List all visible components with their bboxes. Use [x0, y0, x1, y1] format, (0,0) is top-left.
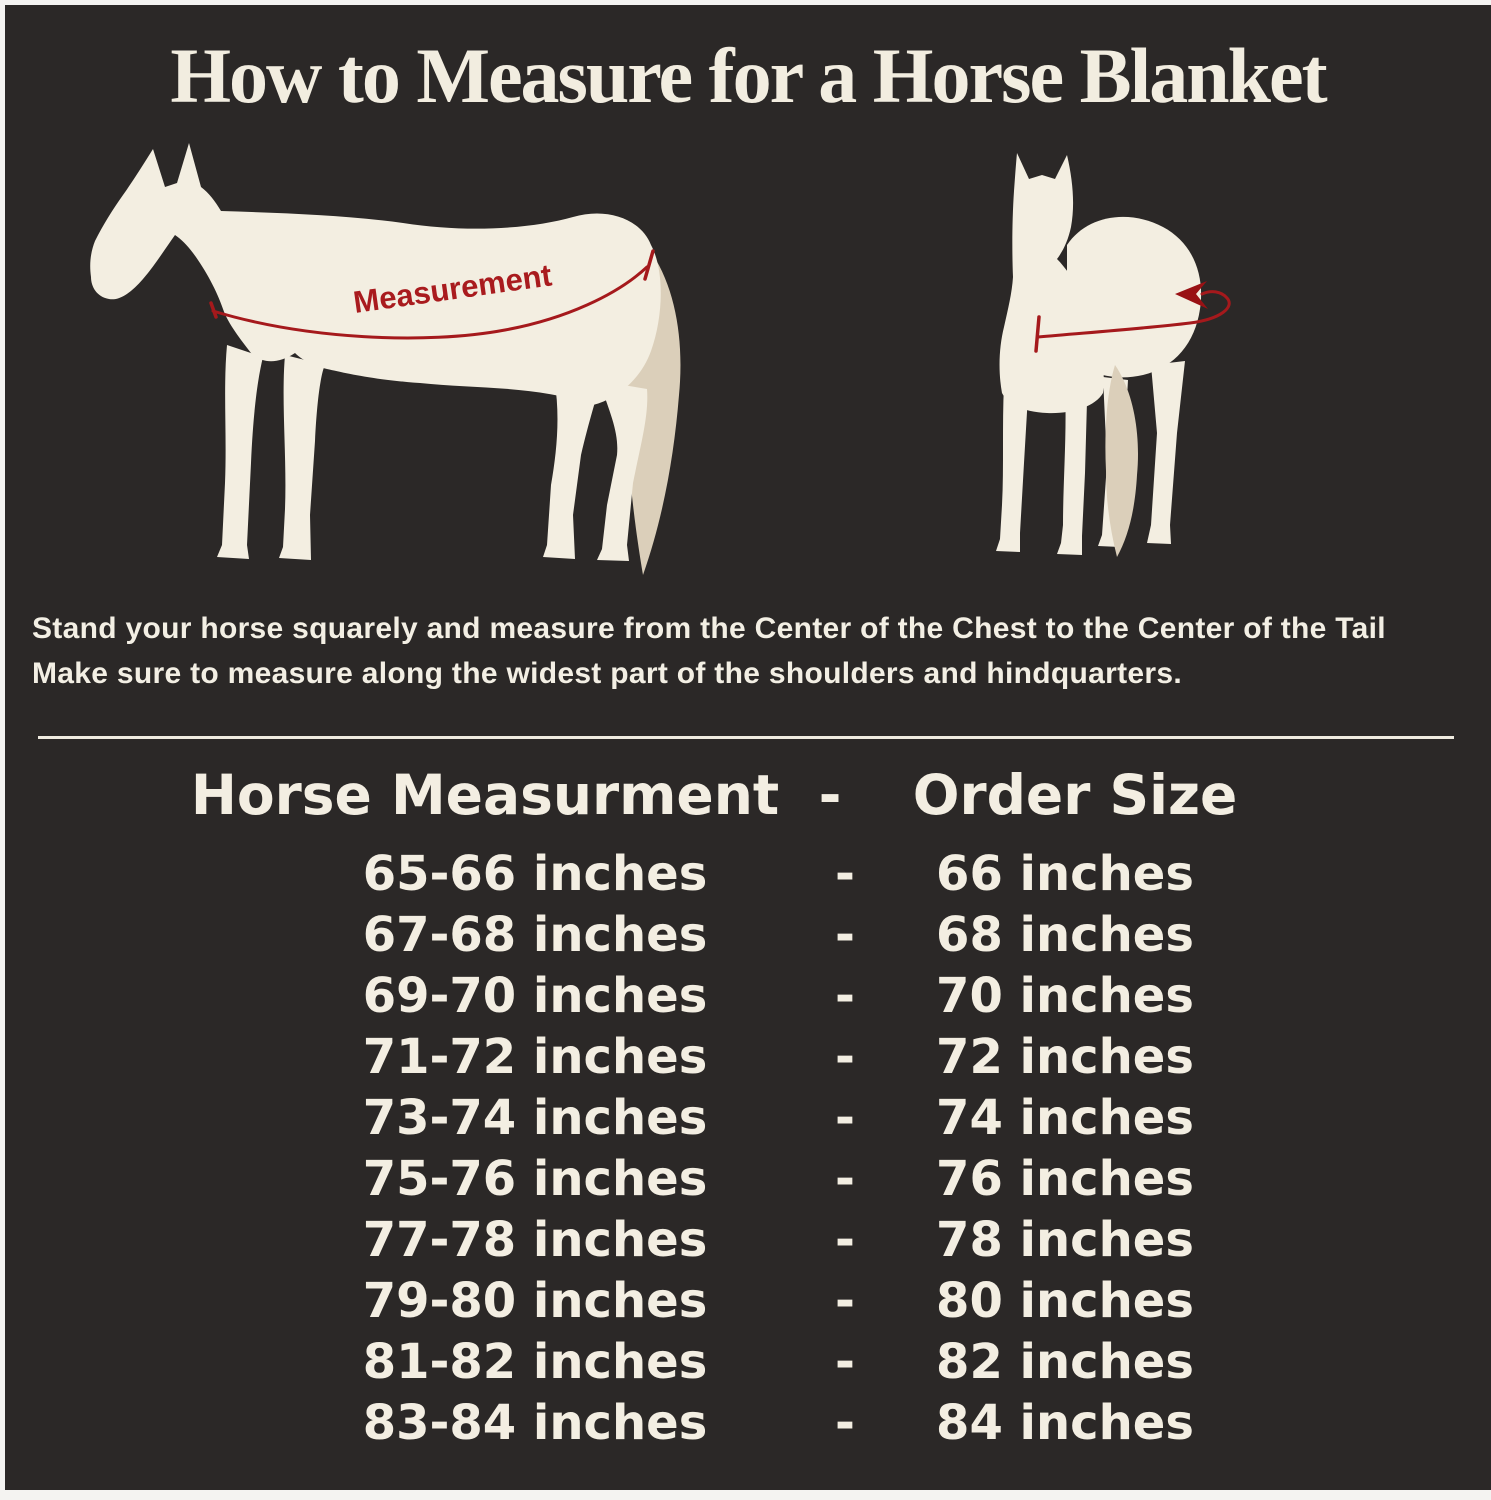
- row-measurement: 73-74 inches: [362, 1089, 708, 1146]
- side-horse-hind-leg: [597, 381, 648, 561]
- row-order-size: 68 inches: [936, 906, 1194, 963]
- row-order-size: 74 inches: [936, 1089, 1194, 1146]
- table-row: 73-74 inches - 74 inches: [5, 1087, 1491, 1148]
- row-separator: -: [835, 1089, 855, 1146]
- instructions-line-1: Stand your horse squarely and measure fr…: [32, 612, 1386, 645]
- row-order-size: 66 inches: [936, 845, 1194, 902]
- row-order-size: 84 inches: [936, 1394, 1194, 1451]
- table-row: 81-82 inches - 82 inches: [5, 1331, 1491, 1392]
- size-table-rows: 65-66 inches - 66 inches 67-68 inches - …: [5, 843, 1491, 1453]
- table-row: 65-66 inches - 66 inches: [5, 843, 1491, 904]
- page-title: How to Measure for a Horse Blanket: [170, 32, 1327, 119]
- row-order-size: 80 inches: [936, 1272, 1194, 1329]
- girth-wrap-line: [1034, 315, 1041, 353]
- row-order-size: 82 inches: [936, 1333, 1194, 1390]
- measurement-line-end-tick: [643, 249, 655, 281]
- side-horse-front-leg: [217, 345, 263, 559]
- table-row: 75-76 inches - 76 inches: [5, 1148, 1491, 1209]
- row-order-size: 72 inches: [936, 1028, 1194, 1085]
- row-order-size: 76 inches: [936, 1150, 1194, 1207]
- side-horse-front-leg: [279, 355, 325, 560]
- front-horse-barrel: [1067, 216, 1202, 378]
- front-horse-hind-leg: [1147, 361, 1185, 544]
- front-horse-silhouette: [996, 153, 1231, 557]
- side-horse-body: [90, 143, 661, 405]
- row-separator: -: [835, 1211, 855, 1268]
- table-row: 77-78 inches - 78 inches: [5, 1209, 1491, 1270]
- measurement-diagram: Measurement: [90, 143, 1231, 575]
- row-separator: -: [835, 845, 855, 902]
- row-order-size: 70 inches: [936, 967, 1194, 1024]
- row-measurement: 79-80 inches: [362, 1272, 708, 1329]
- row-measurement: 77-78 inches: [362, 1211, 708, 1268]
- table-row: 67-68 inches - 68 inches: [5, 904, 1491, 965]
- front-horse-front-leg: [996, 385, 1028, 552]
- measurement-arrow-icon: [1175, 281, 1208, 309]
- size-table-header: Horse Measurment - Order Size: [5, 761, 1491, 829]
- row-measurement: 71-72 inches: [362, 1028, 708, 1085]
- table-row: 83-84 inches - 84 inches: [5, 1392, 1491, 1453]
- table-row: 71-72 inches - 72 inches: [5, 1026, 1491, 1087]
- measurement-line-start-tick: [209, 301, 218, 319]
- table-row: 69-70 inches - 70 inches: [5, 965, 1491, 1026]
- row-measurement: 69-70 inches: [362, 967, 708, 1024]
- row-separator: -: [835, 1333, 855, 1390]
- front-horse-tail: [1105, 365, 1139, 557]
- row-separator: -: [835, 1272, 855, 1329]
- header-measurement-column: Horse Measurment: [190, 763, 780, 827]
- row-separator: -: [835, 967, 855, 1024]
- header-separator: -: [818, 763, 842, 827]
- instructions-line-2: Make sure to measure along the widest pa…: [32, 657, 1182, 690]
- row-separator: -: [835, 1150, 855, 1207]
- row-measurement: 75-76 inches: [362, 1150, 708, 1207]
- row-measurement: 67-68 inches: [362, 906, 708, 963]
- table-row: 79-80 inches - 80 inches: [5, 1270, 1491, 1331]
- row-order-size: 78 inches: [936, 1211, 1194, 1268]
- side-horse-silhouette: Measurement: [90, 143, 681, 575]
- row-separator: -: [835, 1394, 855, 1451]
- measurement-line: [211, 265, 649, 340]
- girth-wrap-line: [1036, 290, 1231, 339]
- header-order-column: Order Size: [912, 763, 1238, 827]
- row-measurement: 65-66 inches: [362, 845, 708, 902]
- side-horse-hind-leg: [543, 373, 601, 559]
- instructions: Stand your horse squarely and measure fr…: [32, 606, 1472, 696]
- front-horse-front-leg: [1057, 389, 1087, 555]
- row-measurement: 83-84 inches: [362, 1394, 708, 1451]
- row-separator: -: [835, 906, 855, 963]
- row-separator: -: [835, 1028, 855, 1085]
- row-measurement: 81-82 inches: [362, 1333, 708, 1390]
- front-horse-head-chest: [999, 153, 1104, 414]
- infographic-card: How to Measure for a Horse Blanket Measu…: [5, 5, 1491, 1490]
- divider: [38, 736, 1454, 739]
